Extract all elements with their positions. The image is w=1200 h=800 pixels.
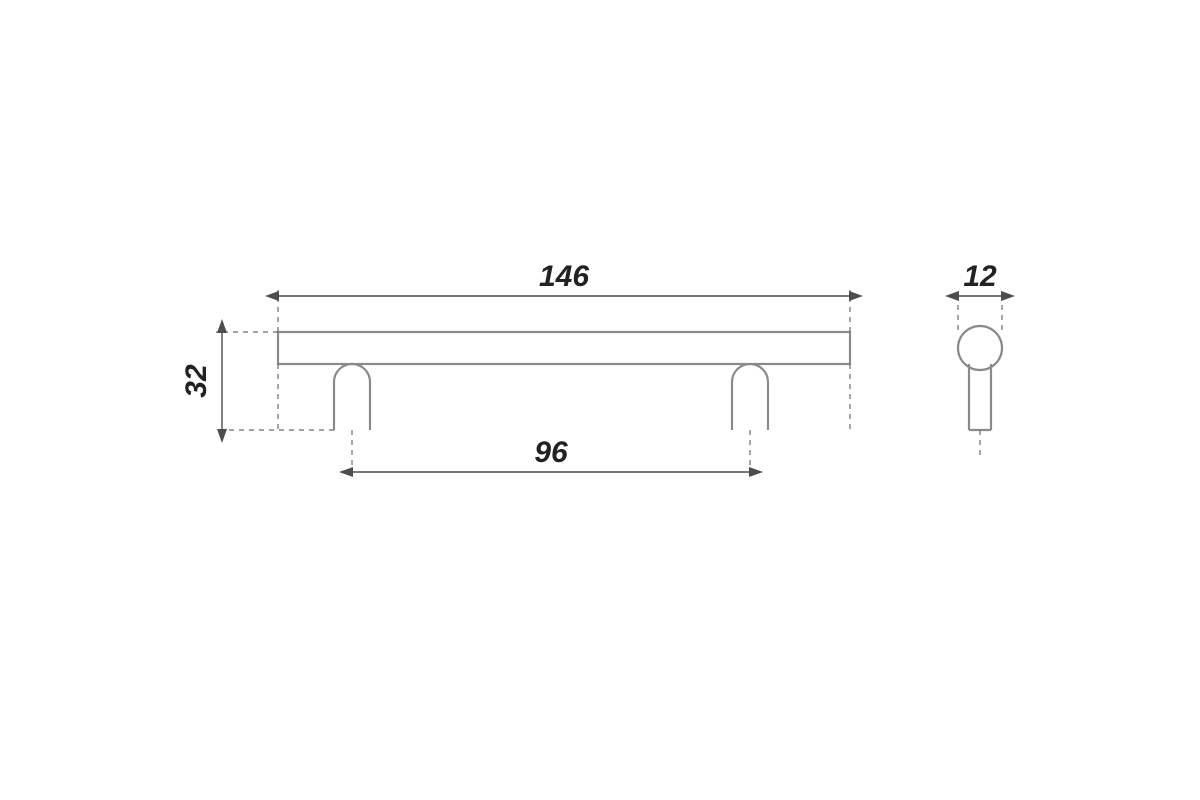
handle-end-circle bbox=[958, 326, 1002, 370]
handle-bar bbox=[278, 332, 850, 364]
handle-post bbox=[732, 364, 768, 430]
dim-post-spacing-label: 96 bbox=[534, 436, 568, 469]
dim-diameter-label: 12 bbox=[963, 260, 997, 293]
handle-post bbox=[334, 364, 370, 430]
dim-overall-length-label: 146 bbox=[539, 260, 589, 293]
technical-drawing: 146 96 32 12 bbox=[0, 0, 1200, 800]
handle-end-stem bbox=[969, 364, 991, 430]
dim-height-label: 32 bbox=[180, 364, 213, 398]
